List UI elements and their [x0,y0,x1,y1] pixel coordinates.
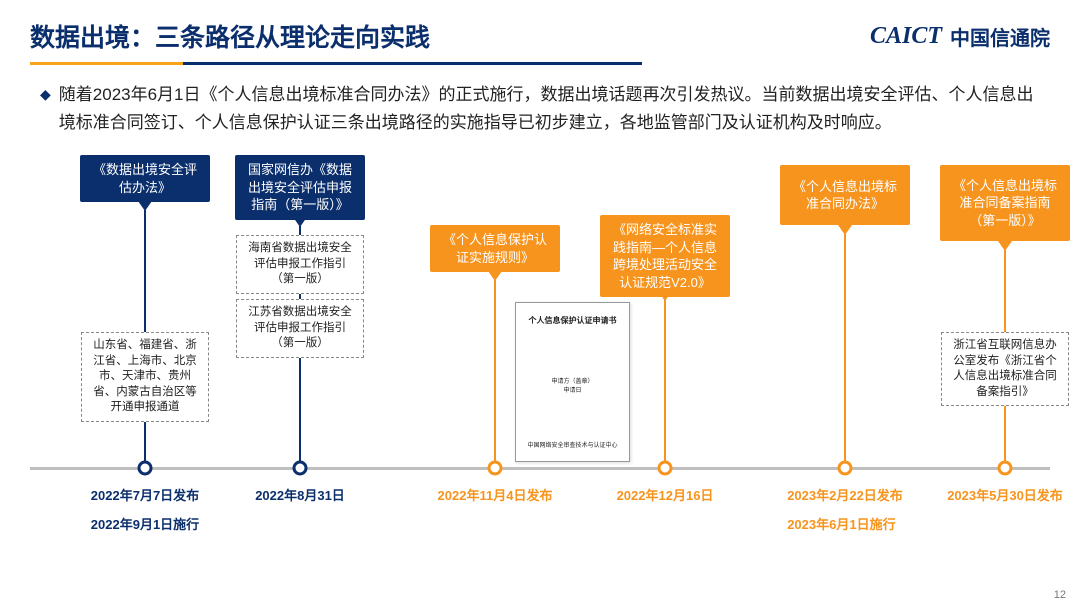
intro-text: 随着2023年6月1日《个人信息出境标准合同办法》的正式施行，数据出境话题再次引… [59,81,1040,137]
note-box: 浙江省互联网信息办公室发布《浙江省个人信息出境标准合同备案指引》 [941,332,1069,406]
date-label: 2023年2月22日发布2023年6月1日施行 [787,485,903,533]
date-label: 2022年11月4日发布 [438,485,553,504]
axis-marker [998,461,1013,476]
page-title: 数据出境：三条路径从理论走向实践 [30,18,430,54]
timeline: 《数据出境安全评估办法》山东省、福建省、浙江省、上海市、北京市、天津市、贵州省、… [30,147,1050,547]
axis-marker [488,461,503,476]
event-box: 《个人信息保护认证实施规则》 [430,225,560,272]
doc-title: 个人信息保护认证申请书 [522,315,623,326]
date-label: 2022年7月7日发布2022年9月1日施行 [91,485,199,533]
event-box: 《网络安全标准实践指南—个人信息跨境处理活动安全认证规范V2.0》 [600,215,730,297]
logo-en: CAICT [870,23,942,50]
event-box: 《个人信息出境标准合同办法》 [780,165,910,225]
bullet-icon: ◆ [40,81,51,137]
event-box: 《数据出境安全评估办法》 [80,155,210,202]
header: 数据出境：三条路径从理论走向实践 CAICT 中国信通院 [0,0,1080,62]
doc-mid: 申请方（盖章）申请日 [522,376,623,394]
stem [664,300,666,467]
page-number: 12 [1054,589,1066,601]
event-box: 《个人信息出境标准合同备案指南（第一版）》 [940,165,1070,241]
logo-cn: 中国信通院 [950,22,1050,51]
date-label: 2022年8月31日 [255,485,345,504]
event-box: 国家网信办《数据出境安全评估申报指南（第一版）》 [235,155,365,220]
date-label: 2023年5月30日发布 [947,485,1063,504]
stem [494,280,496,467]
axis-marker [293,461,308,476]
timeline-axis [30,467,1050,470]
note-box: 山东省、福建省、浙江省、上海市、北京市、天津市、贵州省、内蒙古自治区等开通申报通… [81,332,209,422]
axis-marker [138,461,153,476]
note-box: 江苏省数据出境安全评估申报工作指引（第一版） [236,299,364,358]
doc-footer: 中国网络安全审查技术与认证中心 [516,440,629,449]
document-thumbnail: 个人信息保护认证申请书 申请方（盖章）申请日 中国网络安全审查技术与认证中心 [515,302,630,462]
logo: CAICT 中国信通院 [870,22,1050,51]
axis-marker [838,461,853,476]
stem [844,234,846,467]
date-label: 2022年12月16日 [617,485,714,504]
title-underline [30,62,1050,65]
note-box: 海南省数据出境安全评估申报工作指引（第一版） [236,235,364,294]
axis-marker [658,461,673,476]
intro-paragraph: ◆ 随着2023年6月1日《个人信息出境标准合同办法》的正式施行，数据出境话题再… [0,75,1080,137]
